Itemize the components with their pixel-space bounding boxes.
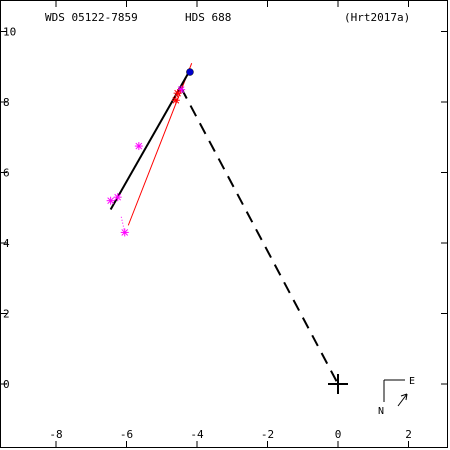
x-tick-label: -6	[120, 428, 133, 441]
x-tick-label: 0	[335, 428, 342, 441]
observation-mark-d2	[174, 89, 181, 97]
discoverer-label: HDS 688	[185, 11, 231, 24]
observation-point	[171, 96, 180, 105]
motion-arrow-head	[400, 393, 408, 401]
motion-arrow-shaft	[397, 393, 408, 407]
y-tick-label: 0	[3, 378, 10, 391]
observation-mark-d2	[107, 197, 114, 205]
observation-point	[113, 193, 122, 202]
observation-point	[120, 228, 129, 237]
y-tick-label: 6	[3, 167, 10, 180]
orbit-lines	[109, 63, 339, 385]
wds-label: WDS 05122-7859	[45, 11, 138, 24]
compass-north-label: N	[378, 406, 384, 417]
observation-point	[106, 196, 115, 205]
x-tick-label: -4	[190, 428, 204, 441]
observation-point	[173, 89, 182, 98]
y-tick-label: 4	[3, 237, 10, 250]
latest-position-point	[186, 68, 194, 76]
observation-mark-d2	[121, 229, 129, 236]
x-tick-label: -2	[261, 428, 274, 441]
x-tick-label: -8	[49, 428, 62, 441]
x-tick-label: 2	[405, 428, 412, 441]
observation-point	[134, 142, 143, 151]
companion-line	[180, 87, 339, 385]
observation-mark-d2	[135, 142, 143, 150]
observation-mark-d2	[172, 96, 180, 104]
y-tick-label: 2	[3, 308, 10, 321]
y-tick-label: 10	[3, 26, 16, 39]
observation-points	[106, 68, 348, 394]
reference-label: (Hrt2017a)	[344, 11, 410, 24]
compass-rose: NE	[378, 376, 415, 417]
y-tick-label: 8	[3, 96, 10, 109]
observation-mark-d2	[114, 193, 122, 201]
compass-east-label: E	[409, 376, 415, 387]
